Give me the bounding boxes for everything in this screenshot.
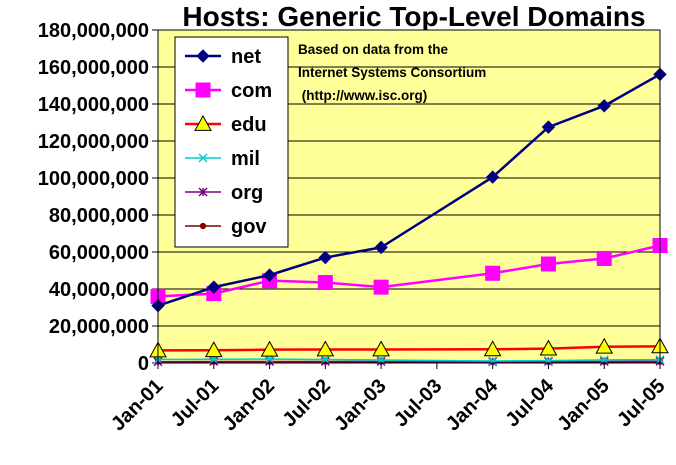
legend-label: com	[231, 80, 272, 102]
x-tick-label: Jul-01	[167, 375, 223, 431]
axes	[157, 29, 661, 364]
annotation-line-1: Based on data from the	[298, 42, 449, 57]
legend-label: org	[231, 182, 263, 204]
legend-item-mil: mil	[185, 148, 260, 170]
y-tick-label: 20,000,000	[49, 316, 149, 338]
y-tick-label: 100,000,000	[38, 168, 149, 190]
plot-border	[157, 29, 661, 364]
legend-marker	[194, 114, 212, 131]
x-tick-label: Jul-05	[613, 375, 669, 431]
legend-marker	[196, 49, 210, 63]
chart-title: Hosts: Generic Top-Level Domains	[182, 1, 645, 32]
data-point-edu	[483, 340, 502, 357]
legend-item-com: com	[185, 80, 272, 102]
data-point-org	[376, 356, 386, 367]
legend-item-org: org	[185, 182, 263, 204]
y-tick-label: 80,000,000	[49, 205, 149, 227]
annotation-line-2: Internet Systems Consortium	[298, 65, 486, 80]
x-tick-label: Jul-02	[278, 375, 334, 431]
data-point-net	[262, 268, 277, 282]
legend-item-edu: edu	[185, 114, 267, 136]
x-tick-label: Jan-04	[442, 374, 503, 435]
data-point-net	[374, 240, 388, 255]
data-point-net	[541, 120, 556, 134]
data-point-mil	[488, 356, 498, 366]
legend-marker	[198, 153, 208, 163]
y-tick-label: 140,000,000	[38, 94, 149, 116]
data-point-edu	[260, 340, 279, 357]
y-tick-label: 40,000,000	[49, 279, 149, 301]
x-tick-label: Jan-01	[107, 375, 167, 435]
x-tick-label: Jan-05	[553, 375, 613, 435]
data-point-edu	[316, 340, 335, 357]
x-tick-label: Jan-02	[219, 375, 279, 435]
legend-marker	[195, 82, 211, 98]
x-tick-label: Jul-03	[390, 375, 446, 431]
y-tick-label: 60,000,000	[49, 242, 149, 264]
x-tick-label: Jul-04	[502, 374, 559, 431]
data-point-com	[317, 275, 333, 291]
data-point-com	[596, 250, 612, 266]
legend-item-gov: gov	[185, 216, 267, 238]
y-tick-label: 0	[138, 353, 149, 375]
legend-marker	[199, 222, 207, 230]
series-layer	[149, 67, 669, 367]
x-tick-label: Jan-03	[330, 375, 390, 435]
data-point-edu	[595, 337, 614, 354]
data-point-mil	[320, 354, 330, 365]
y-tick-label: 180,000,000	[38, 20, 149, 42]
legend: net com edu mil org gov	[174, 36, 289, 248]
data-point-com	[540, 256, 556, 272]
y-axis-ticks: 0 20,000,000 40,000,000 60,000,000 80,000,00…	[38, 20, 158, 375]
y-tick-label: 160,000,000	[38, 57, 149, 79]
data-point-edu	[204, 341, 223, 358]
series-edu	[149, 337, 669, 358]
data-point-net	[485, 170, 500, 184]
series-net	[151, 67, 667, 313]
legend-label: edu	[231, 114, 267, 136]
legend-label: net	[231, 46, 261, 68]
legend-item-net: net	[185, 46, 261, 68]
data-point-edu	[539, 339, 558, 356]
legend-label: mil	[231, 148, 260, 170]
legend-box	[174, 36, 289, 248]
data-point-net	[207, 280, 221, 294]
source-annotation: Based on data from the Internet Systems …	[298, 42, 486, 103]
legend-label: gov	[231, 216, 267, 238]
data-point-com	[373, 279, 389, 295]
data-point-edu	[372, 340, 390, 357]
data-point-net	[597, 99, 611, 113]
data-point-com	[485, 265, 501, 281]
y-tick-label: 120,000,000	[38, 131, 149, 153]
legend-marker	[198, 187, 208, 197]
data-point-net	[318, 250, 333, 265]
annotation-line-3: (http://www.isc.org)	[298, 88, 427, 103]
